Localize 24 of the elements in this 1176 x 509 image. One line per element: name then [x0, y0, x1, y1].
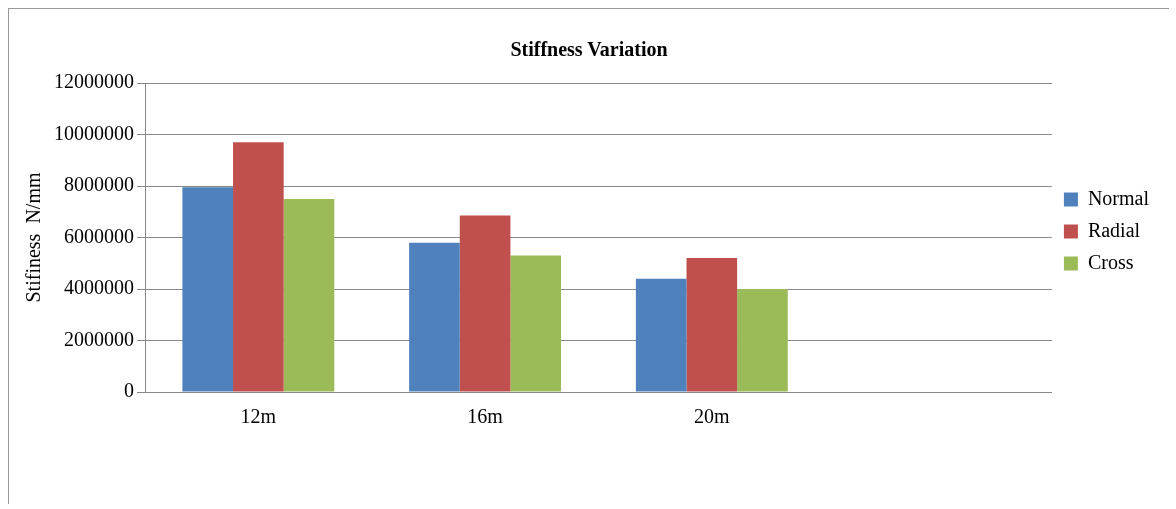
legend-label: Normal [1087, 186, 1150, 209]
bar [283, 198, 335, 392]
y-tick-label: 0 [124, 379, 134, 402]
bar [459, 215, 511, 392]
bar [737, 289, 788, 392]
bar [409, 242, 460, 392]
chart-title: Stiffness Variation [510, 38, 668, 61]
y-tick-label: 2000000 [64, 327, 134, 350]
bar [233, 142, 284, 392]
x-tick-label: 16m [467, 405, 504, 428]
y-tick-label: 10000000 [54, 121, 134, 144]
bar [182, 187, 234, 392]
y-tick-label: 6000000 [64, 224, 134, 247]
bar [635, 278, 687, 392]
y-axis-title: Stifiness N/mm [22, 172, 45, 303]
bar [510, 255, 562, 392]
x-tick-label: 12m [240, 405, 277, 428]
y-tick-label: 4000000 [64, 276, 134, 299]
y-tick-label: 12000000 [54, 70, 134, 93]
y-tick-label: 8000000 [64, 173, 134, 196]
bar [686, 258, 738, 392]
x-tick-label: 20m [694, 405, 731, 428]
legend-label: Radial [1087, 218, 1141, 241]
legend-label: Cross [1087, 250, 1134, 273]
